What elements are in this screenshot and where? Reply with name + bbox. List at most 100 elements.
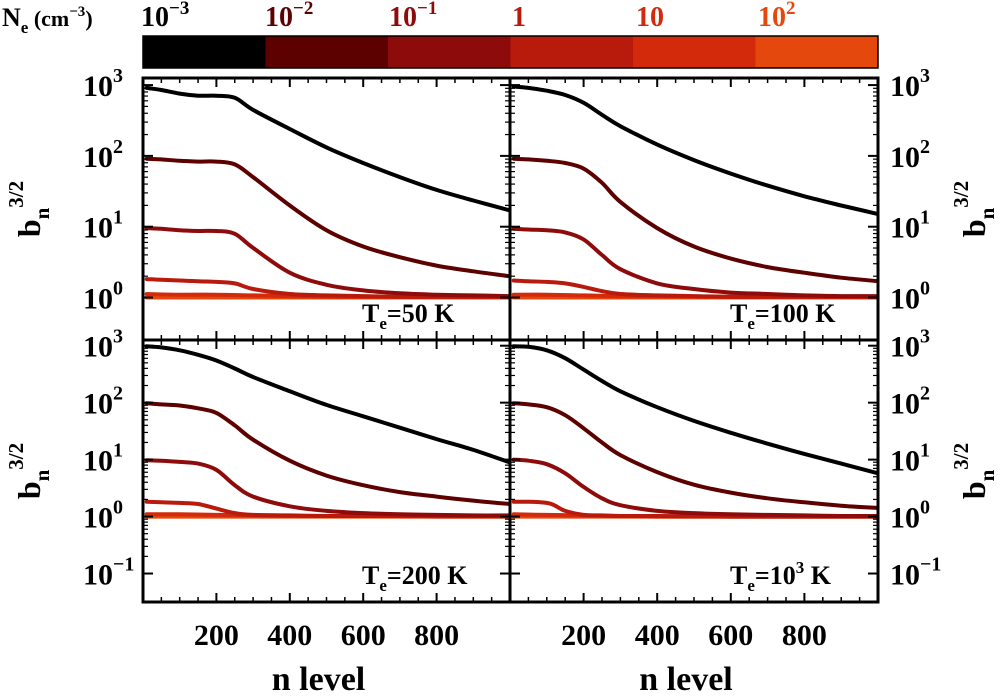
y-tick-label-exp: 1: [920, 440, 930, 462]
y-tick-label-exp: 2: [920, 383, 930, 405]
series-line-ne-1e-2: [144, 156, 510, 279]
y-tick-label-base: 10: [83, 331, 113, 364]
y-tick-label: 101: [890, 207, 930, 245]
colorbar-label-base: 1: [512, 2, 526, 33]
series-line-ne-1e-1: [511, 457, 878, 519]
y-tick-label-exp: 3: [920, 326, 930, 348]
y-tick-label-base: 10: [890, 212, 920, 245]
colorbar-title: Ne (cm−3): [2, 3, 93, 37]
y-tick-label-exp: 2: [113, 383, 123, 405]
y-axis-label-exp: 3/2: [4, 181, 28, 208]
colorbar-swatch: [633, 36, 756, 68]
colorbar-label-exp: 2: [786, 0, 796, 19]
temperature-label-main: T: [362, 561, 379, 590]
temperature-label-main: T: [362, 299, 379, 328]
y-tick-label-exp: 0: [113, 497, 123, 519]
series-line-ne-1e-1: [144, 226, 510, 299]
x-tick-label: 400: [635, 619, 680, 652]
y-tick-label-base: 10: [890, 445, 920, 478]
y-axis-label-exp: 3/2: [949, 443, 973, 470]
temperature-label-main: T: [730, 561, 747, 590]
series-line-ne-1e-2: [144, 401, 510, 506]
y-tick-label-base: 10: [890, 502, 920, 535]
series-line-ne-1: [511, 499, 878, 519]
colorbar-title-close: ): [85, 6, 92, 31]
colorbar-label: 10: [636, 2, 664, 33]
temperature-label-sub: e: [747, 314, 755, 333]
temperature-label-exp: 3: [796, 558, 805, 577]
colorbar-swatch: [265, 36, 389, 68]
y-tick-label-exp: 2: [920, 136, 930, 158]
series-line-ne-1e-3: [511, 84, 878, 216]
y-tick-label-exp: 1: [113, 440, 123, 462]
y-tick-label: 100: [83, 497, 123, 535]
series-line-ne-1e-3: [144, 85, 510, 213]
colorbar-swatch: [755, 36, 879, 68]
series-line-ne-1e-1: [511, 226, 878, 299]
temperature-label-main: T: [730, 299, 747, 328]
colorbar-label: 102: [758, 0, 796, 33]
y-tick-label-exp: 0: [920, 497, 930, 519]
series-line-ne-1e-2: [511, 156, 878, 284]
temperature-label-sub: e: [747, 576, 755, 595]
y-tick-label: 100: [890, 497, 930, 535]
y-axis-label-exp: 3/2: [949, 181, 973, 208]
y-axis-label-main: b: [956, 219, 992, 237]
y-tick-label-base: 10: [890, 141, 920, 174]
series-line-ne-1e-3: [144, 344, 510, 465]
y-tick-label-exp: −1: [113, 554, 134, 576]
colorbar-title-unit-exp: −3: [69, 4, 85, 20]
y-tick-label-exp: 0: [920, 278, 930, 300]
colorbar-label: 10−2: [265, 0, 313, 33]
y-tick-label: 102: [83, 383, 123, 421]
x-axis-label: n level: [272, 661, 365, 696]
y-axis-label-main: b: [956, 481, 992, 499]
y-tick-label: 10−1: [83, 554, 134, 592]
x-tick-label: 600: [341, 619, 386, 652]
temperature-label-sub: e: [379, 576, 387, 595]
temperature-label: Te=103 K: [730, 558, 832, 595]
series-group: [511, 344, 878, 519]
y-tick-label: 10−1: [890, 554, 941, 592]
y-tick-label-base: 10: [890, 331, 920, 364]
x-tick-label: 400: [267, 619, 312, 652]
temperature-label-value: =200 K: [387, 561, 468, 590]
y-axis-label-exp: 3/2: [4, 443, 28, 470]
temperature-label-value: =50 K: [387, 299, 455, 328]
series-group: [144, 85, 510, 300]
y-axis-label-sub: n: [30, 207, 54, 219]
series-line-ne-1e-1: [144, 458, 510, 518]
y-tick-label-base: 10: [83, 502, 113, 535]
y-tick-label: 101: [83, 207, 123, 245]
temperature-label: Te=100 K: [730, 299, 836, 333]
colorbar-title-sub: e: [21, 18, 29, 37]
colorbar-label-exp: −3: [169, 0, 189, 19]
y-tick-label-exp: 0: [113, 278, 123, 300]
colorbar-label: 10−3: [141, 0, 189, 33]
colorbar-title-unit: (cm: [28, 6, 69, 31]
y-tick-label: 102: [890, 383, 930, 421]
series-group: [144, 344, 510, 519]
colorbar-swatch: [388, 36, 511, 68]
x-tick-label: 800: [414, 619, 459, 652]
colorbar-frame: [142, 35, 879, 69]
y-tick-label: 101: [890, 440, 930, 478]
y-tick-label-base: 10: [83, 212, 113, 245]
y-tick-label: 103: [83, 326, 123, 364]
temperature-label-sub: e: [379, 314, 387, 333]
series-line-ne-1: [144, 277, 510, 299]
y-axis-label-sub: n: [30, 469, 54, 481]
y-tick-label: 103: [83, 65, 123, 103]
colorbar-label-exp: −2: [293, 0, 313, 19]
temperature-label-unit: K: [804, 561, 832, 590]
y-axis-label: bn3/2: [949, 181, 999, 237]
colorbar-label-exp: −1: [417, 0, 437, 19]
y-tick-label: 103: [890, 326, 930, 364]
y-axis-label: bn3/2: [949, 443, 999, 499]
y-tick-label-base: 10: [83, 388, 113, 421]
